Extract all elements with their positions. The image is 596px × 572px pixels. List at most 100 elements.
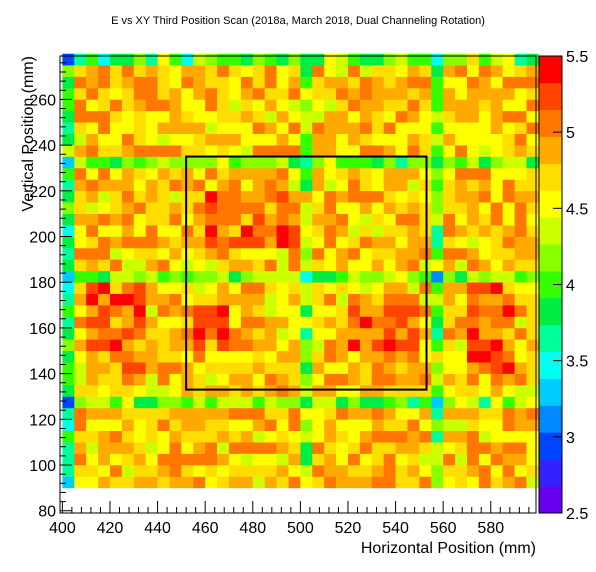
heatmap-cell bbox=[312, 236, 325, 249]
heatmap-cell bbox=[109, 190, 123, 203]
heatmap-cell bbox=[466, 190, 480, 203]
heatmap-cell bbox=[443, 110, 456, 123]
heatmap-cell bbox=[371, 305, 384, 317]
heatmap-cell bbox=[347, 316, 361, 329]
heatmap-cell bbox=[252, 453, 265, 466]
heatmap-cell bbox=[62, 350, 75, 363]
heatmap-cell bbox=[383, 225, 396, 237]
heatmap-cell bbox=[121, 270, 135, 283]
heatmap-cell bbox=[371, 430, 384, 443]
heatmap-cell bbox=[359, 225, 373, 237]
heatmap-cell bbox=[312, 99, 325, 112]
heatmap-cell bbox=[228, 350, 242, 363]
heatmap-cell bbox=[478, 270, 492, 283]
heatmap-cell bbox=[526, 87, 539, 100]
heatmap-cell bbox=[347, 65, 361, 77]
heatmap-cell bbox=[490, 202, 503, 214]
heatmap-cell bbox=[466, 476, 480, 489]
heatmap-cell bbox=[514, 110, 527, 123]
heatmap-cell bbox=[526, 247, 539, 260]
heatmap-cell bbox=[98, 385, 111, 397]
heatmap-cell bbox=[312, 282, 325, 294]
heatmap-cell bbox=[74, 362, 87, 374]
heatmap-cell bbox=[383, 99, 396, 112]
heatmap-cell bbox=[121, 236, 135, 249]
heatmap-cell bbox=[86, 442, 99, 454]
heatmap-cell bbox=[514, 327, 527, 340]
heatmap-cell bbox=[228, 305, 242, 317]
heatmap-cell bbox=[336, 156, 349, 169]
heatmap-cell bbox=[443, 407, 456, 420]
heatmap-cell bbox=[145, 327, 158, 340]
heatmap-cell bbox=[228, 247, 242, 260]
heatmap-cell bbox=[169, 87, 182, 100]
heatmap-cell bbox=[264, 407, 277, 420]
heatmap-cell bbox=[336, 133, 349, 146]
heatmap-cell bbox=[312, 270, 325, 283]
heatmap-cell bbox=[157, 476, 170, 489]
heatmap-cell bbox=[324, 316, 337, 329]
heatmap-cell bbox=[312, 453, 325, 466]
heatmap-cell bbox=[383, 65, 396, 77]
heatmap-cell bbox=[443, 327, 456, 340]
heatmap-cell bbox=[264, 259, 277, 272]
heatmap-cell bbox=[252, 316, 265, 329]
heatmap-cell bbox=[443, 190, 456, 203]
heatmap-cell bbox=[526, 202, 539, 214]
colorbar-segment bbox=[539, 56, 562, 84]
heatmap-cell bbox=[455, 407, 468, 420]
heatmap-cell bbox=[502, 87, 515, 100]
heatmap-cell bbox=[109, 465, 123, 477]
heatmap-cell bbox=[431, 293, 444, 306]
heatmap-cell bbox=[431, 247, 444, 260]
heatmap-cell bbox=[109, 442, 123, 454]
heatmap-cell bbox=[490, 453, 503, 466]
x-tick-label: 460 bbox=[192, 520, 219, 537]
heatmap-cell bbox=[133, 65, 146, 77]
heatmap-cell bbox=[252, 339, 265, 352]
heatmap-cell bbox=[478, 385, 492, 397]
heatmap-cell bbox=[145, 110, 158, 123]
heatmap-cell bbox=[288, 350, 301, 363]
heatmap-cell bbox=[181, 110, 194, 123]
heatmap-cell bbox=[205, 282, 218, 294]
heatmap-cell bbox=[312, 305, 325, 317]
heatmap-cell bbox=[371, 190, 384, 203]
heatmap-cell bbox=[502, 225, 515, 237]
heatmap-cell bbox=[526, 362, 539, 374]
heatmap-cell bbox=[228, 442, 242, 454]
heatmap-cell bbox=[300, 156, 313, 169]
heatmap-cell bbox=[514, 350, 527, 363]
heatmap-cell bbox=[98, 110, 111, 123]
heatmap-cell bbox=[324, 282, 337, 294]
heatmap-cell bbox=[371, 225, 384, 237]
heatmap-cell bbox=[109, 385, 123, 397]
heatmap-cell bbox=[228, 362, 242, 374]
colorbar-segment bbox=[539, 378, 562, 406]
heatmap-cell bbox=[526, 190, 539, 203]
heatmap-cell bbox=[98, 190, 111, 203]
heatmap-cell bbox=[169, 373, 182, 386]
colorbar-tick-label: 5.5 bbox=[566, 49, 588, 66]
colorbar-tick-label: 5 bbox=[566, 125, 575, 142]
heatmap-cell bbox=[288, 282, 301, 294]
heatmap-cell bbox=[181, 87, 194, 100]
heatmap-cell bbox=[133, 145, 146, 157]
heatmap-cell bbox=[466, 236, 480, 249]
heatmap-cell bbox=[169, 339, 182, 352]
heatmap-cell bbox=[336, 99, 349, 112]
heatmap-cell bbox=[252, 327, 265, 340]
heatmap-cell bbox=[300, 87, 313, 100]
heatmap-cell bbox=[419, 202, 432, 214]
heatmap-cell bbox=[288, 167, 301, 180]
heatmap-cell bbox=[109, 362, 123, 374]
heatmap-cell bbox=[181, 476, 194, 489]
heatmap-cell bbox=[133, 350, 146, 363]
heatmap-cell bbox=[395, 145, 408, 157]
heatmap-cell bbox=[86, 145, 99, 157]
heatmap-cell bbox=[62, 99, 75, 112]
heatmap-cell bbox=[371, 316, 384, 329]
heatmap-cell bbox=[181, 396, 194, 409]
heatmap-cell bbox=[395, 259, 408, 272]
heatmap-cell bbox=[217, 213, 230, 226]
